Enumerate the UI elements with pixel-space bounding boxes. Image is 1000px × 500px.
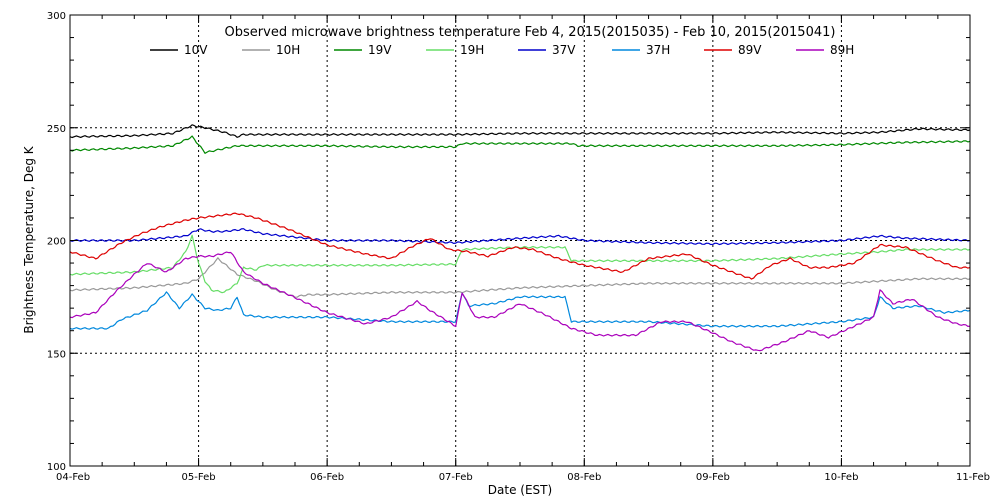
x-tick-label: 10-Feb bbox=[824, 472, 858, 483]
series-lines bbox=[69, 124, 971, 352]
y-tick-label: 300 bbox=[47, 11, 66, 22]
series-line-10v bbox=[69, 124, 971, 139]
x-tick-label: 11-Feb bbox=[956, 472, 990, 483]
series-line-37h bbox=[69, 291, 971, 330]
x-axis-label: Date (EST) bbox=[488, 483, 552, 497]
series-line-19v bbox=[69, 135, 971, 154]
legend-label-37h: 37H bbox=[646, 43, 670, 57]
x-tick-label: 09-Feb bbox=[696, 472, 730, 483]
legend-label-19h: 19H bbox=[460, 43, 484, 57]
y-tick-label: 250 bbox=[47, 124, 66, 135]
x-tick-label: 05-Feb bbox=[182, 472, 216, 483]
series-line-89v bbox=[69, 212, 971, 280]
legend-label-10h: 10H bbox=[276, 43, 300, 57]
legend-label-19v: 19V bbox=[368, 43, 392, 57]
series-line-89h bbox=[69, 251, 971, 352]
chart-title: Observed microwave brightness temperatur… bbox=[225, 25, 836, 40]
series-line-10h bbox=[69, 257, 971, 298]
legend-label-89v: 89V bbox=[738, 43, 762, 57]
x-tick-label: 07-Feb bbox=[439, 472, 473, 483]
x-tick-label: 08-Feb bbox=[567, 472, 601, 483]
y-tick-label: 150 bbox=[47, 349, 66, 360]
legend-label-37v: 37V bbox=[552, 43, 576, 57]
ticks: 100 150 200 250 300 04-Feb 05-Feb 06-Feb 07-Feb 0… bbox=[47, 11, 990, 483]
y-tick-label: 100 bbox=[47, 462, 66, 473]
legend-label-89h: 89H bbox=[830, 43, 854, 57]
y-axis-label: Brightness Temperature, Deg K bbox=[22, 145, 36, 333]
x-tick-label: 06-Feb bbox=[310, 472, 344, 483]
y-tick-label: 200 bbox=[47, 237, 66, 248]
legend-label-10v: 10V bbox=[184, 43, 208, 57]
legend: 10V 10H 19V 19H 37V 37H 89V 89H bbox=[150, 43, 854, 57]
series-line-37v bbox=[69, 228, 971, 246]
x-tick-label: 04-Feb bbox=[56, 472, 90, 483]
